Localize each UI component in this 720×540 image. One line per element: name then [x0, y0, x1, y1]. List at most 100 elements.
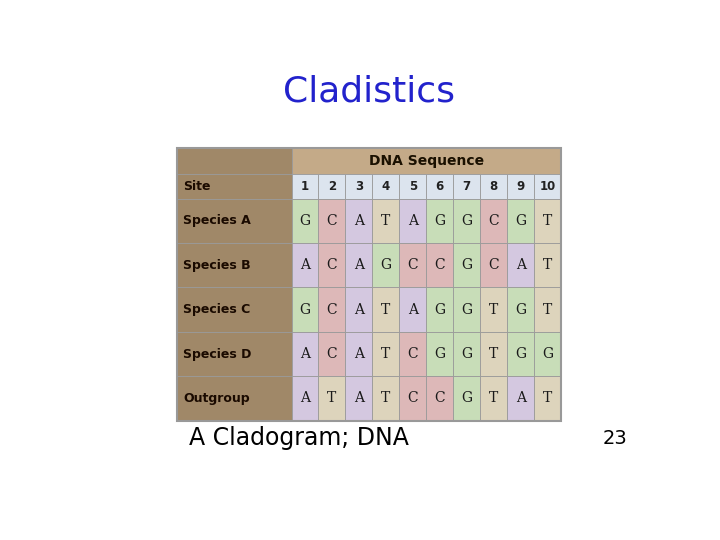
Text: C: C: [408, 347, 418, 361]
Bar: [346, 199, 372, 243]
Text: G: G: [434, 347, 446, 361]
Bar: [346, 174, 372, 199]
Bar: [534, 243, 561, 287]
Bar: [292, 174, 318, 199]
Text: G: G: [434, 302, 446, 316]
Bar: [372, 332, 400, 376]
Text: A: A: [354, 258, 364, 272]
Bar: [480, 199, 508, 243]
Text: G: G: [434, 214, 446, 228]
Bar: [346, 376, 372, 421]
Text: G: G: [516, 302, 526, 316]
Bar: [372, 376, 400, 421]
Bar: [426, 376, 454, 421]
Text: T: T: [543, 214, 552, 228]
Text: 3: 3: [355, 180, 363, 193]
Text: 4: 4: [382, 180, 390, 193]
Text: C: C: [327, 214, 337, 228]
Bar: [426, 332, 454, 376]
Text: A: A: [516, 258, 526, 272]
Bar: [177, 199, 292, 243]
Text: 8: 8: [490, 180, 498, 193]
Text: G: G: [516, 214, 526, 228]
Bar: [177, 148, 561, 421]
Bar: [454, 174, 480, 199]
Text: A: A: [516, 392, 526, 406]
Bar: [177, 376, 292, 421]
Bar: [318, 376, 346, 421]
Bar: [177, 174, 292, 199]
Bar: [346, 287, 372, 332]
Bar: [400, 332, 426, 376]
Bar: [508, 174, 534, 199]
Text: T: T: [489, 347, 498, 361]
Bar: [508, 243, 534, 287]
Bar: [508, 199, 534, 243]
Bar: [400, 199, 426, 243]
Text: Outgroup: Outgroup: [183, 392, 250, 405]
Text: C: C: [408, 392, 418, 406]
Text: T: T: [543, 258, 552, 272]
Text: G: G: [380, 258, 392, 272]
Bar: [318, 287, 346, 332]
Bar: [372, 199, 400, 243]
Bar: [177, 287, 292, 332]
Bar: [534, 287, 561, 332]
Text: T: T: [382, 392, 390, 406]
Text: Species B: Species B: [183, 259, 251, 272]
Bar: [292, 148, 561, 174]
Bar: [400, 287, 426, 332]
Bar: [292, 243, 318, 287]
Bar: [318, 243, 346, 287]
Bar: [372, 243, 400, 287]
Bar: [400, 243, 426, 287]
Bar: [480, 332, 508, 376]
Text: A: A: [408, 214, 418, 228]
Text: G: G: [516, 347, 526, 361]
Text: 5: 5: [409, 180, 417, 193]
Text: A: A: [300, 258, 310, 272]
Bar: [426, 199, 454, 243]
Bar: [534, 332, 561, 376]
Bar: [534, 174, 561, 199]
Bar: [372, 287, 400, 332]
Text: A: A: [354, 302, 364, 316]
Text: G: G: [462, 214, 472, 228]
Text: T: T: [382, 214, 390, 228]
Text: Cladistics: Cladistics: [283, 75, 455, 109]
Bar: [318, 332, 346, 376]
Text: T: T: [382, 347, 390, 361]
Bar: [508, 287, 534, 332]
Text: G: G: [462, 258, 472, 272]
Bar: [292, 376, 318, 421]
Text: G: G: [300, 302, 310, 316]
Text: C: C: [435, 392, 445, 406]
Text: Species D: Species D: [183, 348, 251, 361]
Bar: [480, 174, 508, 199]
Text: G: G: [462, 302, 472, 316]
Text: DNA Sequence: DNA Sequence: [369, 154, 484, 168]
Text: 2: 2: [328, 180, 336, 193]
Text: 10: 10: [539, 180, 556, 193]
Bar: [454, 332, 480, 376]
Bar: [480, 287, 508, 332]
Text: G: G: [300, 214, 310, 228]
Text: T: T: [489, 302, 498, 316]
Text: Species A: Species A: [183, 214, 251, 227]
Text: A: A: [354, 392, 364, 406]
Bar: [426, 287, 454, 332]
Text: A: A: [354, 214, 364, 228]
Text: A: A: [300, 392, 310, 406]
Bar: [454, 199, 480, 243]
Text: T: T: [489, 392, 498, 406]
Bar: [426, 243, 454, 287]
Bar: [534, 376, 561, 421]
Text: Site: Site: [183, 180, 210, 193]
Text: C: C: [488, 258, 499, 272]
Bar: [292, 199, 318, 243]
Text: 1: 1: [301, 180, 309, 193]
Text: C: C: [408, 258, 418, 272]
Text: 7: 7: [463, 180, 471, 193]
Bar: [454, 243, 480, 287]
Text: G: G: [462, 392, 472, 406]
